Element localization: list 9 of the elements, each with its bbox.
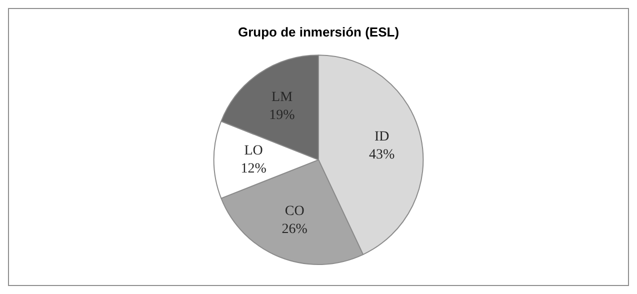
slice-label: CO xyxy=(284,204,304,219)
slice-label: LM xyxy=(272,90,294,105)
slice-label: ID xyxy=(374,129,390,144)
chart-title: Grupo de inmersión (ESL) xyxy=(238,24,400,40)
data-label: 43% xyxy=(369,147,396,162)
slice-label: LO xyxy=(244,143,263,158)
data-label: 26% xyxy=(282,222,308,237)
data-label: 19% xyxy=(269,108,296,123)
data-label: 12% xyxy=(240,161,267,176)
